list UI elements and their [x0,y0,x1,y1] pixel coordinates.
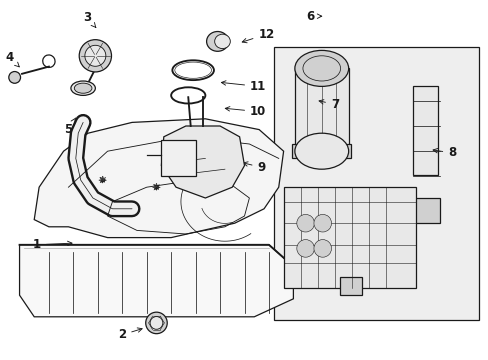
Ellipse shape [206,31,228,51]
Polygon shape [20,245,293,317]
Bar [412,198,439,223]
Bar [292,144,350,158]
Text: 6: 6 [306,10,321,23]
Bar [339,277,361,295]
Text: 12: 12 [242,28,274,43]
Ellipse shape [294,133,348,169]
Text: 9: 9 [243,161,265,174]
Polygon shape [283,187,415,288]
Ellipse shape [294,50,348,86]
Circle shape [313,215,331,232]
Text: 11: 11 [221,80,266,93]
Circle shape [9,72,20,83]
Circle shape [85,45,105,66]
Circle shape [296,215,314,232]
Bar [273,47,478,320]
Text: 13: 13 [199,148,222,161]
Circle shape [313,240,331,257]
Text: 1: 1 [33,238,72,251]
Polygon shape [412,86,437,175]
Text: 2: 2 [118,328,142,341]
Bar [161,140,195,176]
Circle shape [296,240,314,257]
Polygon shape [294,68,348,151]
Text: 5: 5 [64,118,76,136]
Circle shape [79,40,111,72]
Ellipse shape [214,34,230,49]
Ellipse shape [74,83,92,93]
Polygon shape [34,119,283,238]
Text: 8: 8 [432,147,455,159]
Text: 7: 7 [319,98,338,111]
Text: 4: 4 [6,51,19,67]
Text: 3: 3 [83,11,96,27]
Circle shape [150,316,163,329]
Ellipse shape [71,81,95,95]
Circle shape [145,312,167,334]
Polygon shape [161,126,244,198]
Text: 10: 10 [225,105,266,118]
